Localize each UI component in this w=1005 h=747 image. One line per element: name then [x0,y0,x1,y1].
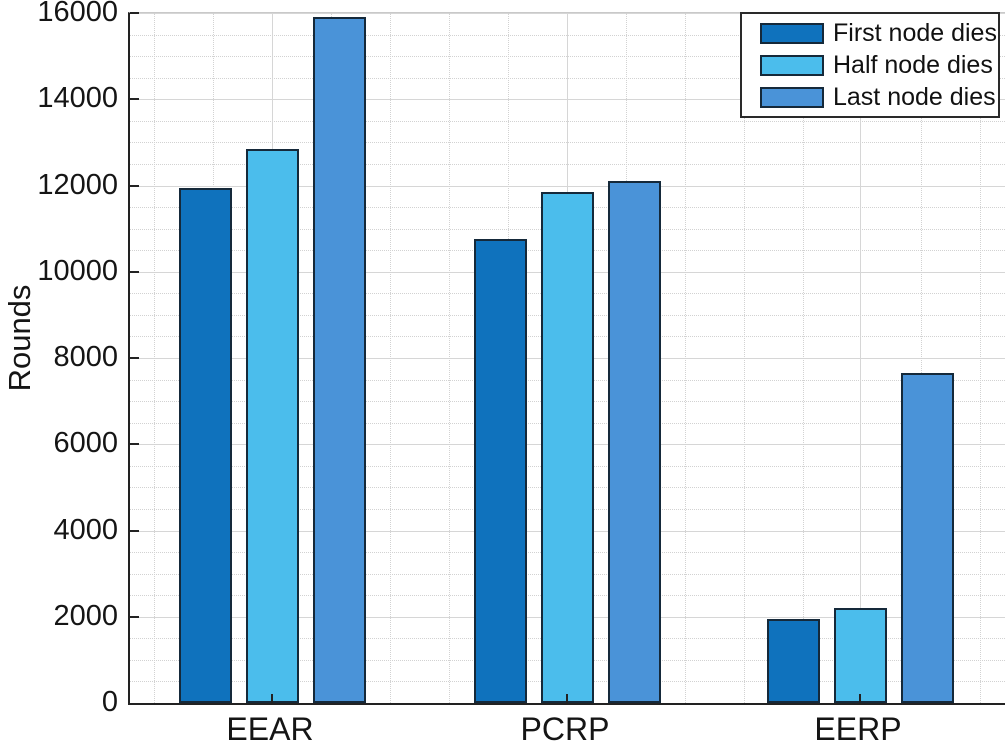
bar-pcrp-first-node-dies [473,239,527,703]
legend-entry-label: First node dies [833,18,997,47]
y-tick-label: 4000 [53,513,118,546]
y-tick-label: 6000 [53,427,118,460]
y-tick-mark [130,12,139,14]
y-tick-label: 2000 [53,599,118,632]
y-axis-label: Rounds [2,284,37,392]
bar-eerp-last-node-dies [900,373,954,703]
y-tick-mark [130,443,139,446]
y-tick-mark [130,270,139,273]
bar-eerp-half-node-dies [833,608,887,703]
gridline-major-v [860,13,861,703]
gridline-minor-v [154,13,155,703]
x-tick-label-eerp: EERP [814,711,902,747]
bar-eear-half-node-dies [245,149,299,703]
gridline-minor-v [685,13,686,703]
x-tick-mark [566,694,568,703]
x-tick-mark [271,694,273,703]
y-tick-label: 0 [101,686,118,718]
bar-eear-last-node-dies [312,17,366,703]
legend-swatch-icon [760,54,824,76]
y-tick-mark [130,98,139,101]
legend-entry-label: Last node dies [833,82,996,111]
y-tick-label: 12000 [37,168,118,201]
legend-entry-half-node-dies: Half node dies [742,51,998,80]
legend-entry-label: Half node dies [833,50,993,79]
gridline-minor-v [803,13,804,703]
legend-box: First node dies Half node dies Last node d… [740,12,1000,118]
legend-swatch-icon [760,22,824,44]
bar-eear-first-node-dies [178,188,232,703]
bar-pcrp-half-node-dies [540,192,594,703]
y-tick-mark [130,357,139,359]
y-tick-label: 16000 [37,0,118,28]
legend-entry-first-node-dies: First node dies [742,19,998,48]
plot-area [128,12,1005,705]
gridline-minor-v [449,13,450,703]
y-tick-label: 8000 [53,341,118,373]
bar-pcrp-last-node-dies [607,181,661,703]
gridline-minor-v [980,13,981,703]
legend-entry-last-node-dies: Last node dies [742,83,998,112]
bar-eerp-first-node-dies [766,619,820,703]
gridline-minor-v [390,13,391,703]
y-tick-mark [130,529,139,532]
legend-swatch-icon [760,86,824,108]
gridline-minor-v [921,13,922,703]
y-tick-mark [130,615,139,618]
y-tick-mark [130,184,139,187]
gridline-minor-v [744,13,745,703]
x-tick-mark [859,694,861,703]
x-tick-label-eear: EEAR [226,711,314,747]
y-tick-label: 10000 [37,254,118,287]
x-tick-label-pcrp: PCRP [520,711,610,747]
y-tick-label: 14000 [37,82,118,115]
